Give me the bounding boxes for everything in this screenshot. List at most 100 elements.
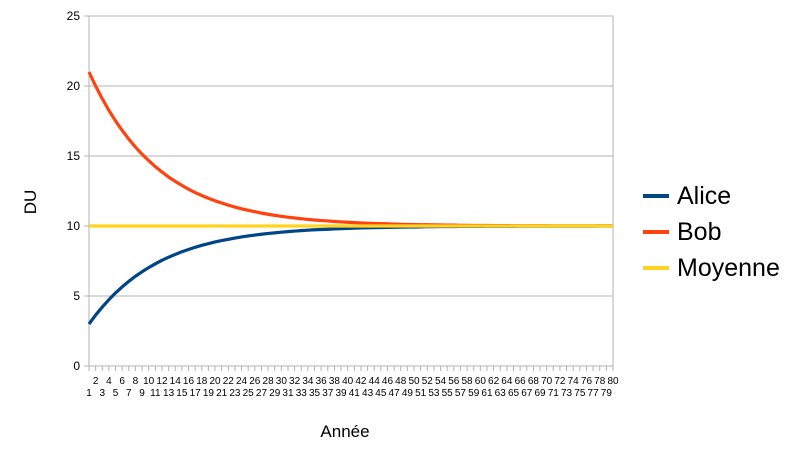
x-tick-label: 16 <box>183 376 195 387</box>
legend-label-alice: Alice <box>677 181 732 210</box>
x-tick-label: 38 <box>329 376 341 387</box>
series-line-alice <box>87 224 613 325</box>
y-tick-label: 25 <box>67 9 81 23</box>
x-tick-label: 2 <box>93 376 99 387</box>
x-tick-label: 48 <box>395 376 407 387</box>
x-tick-label: 78 <box>594 376 606 387</box>
x-tick-label: 34 <box>302 376 314 387</box>
legend-item-alice: Alice <box>643 178 780 214</box>
x-tick-label: 13 <box>163 388 175 399</box>
x-tick-label: 59 <box>468 388 480 399</box>
x-tick-label: 49 <box>402 388 414 399</box>
x-tick-label: 80 <box>607 376 619 387</box>
x-tick-label: 28 <box>263 376 275 387</box>
x-tick-label: 27 <box>256 388 268 399</box>
x-tick-label: 58 <box>462 376 474 387</box>
x-tick-label: 69 <box>534 388 546 399</box>
x-tick-label: 66 <box>515 376 527 387</box>
x-tick-label: 1 <box>86 388 92 399</box>
x-tick-label: 56 <box>448 376 460 387</box>
x-tick-label: 9 <box>139 388 145 399</box>
x-tick-label: 31 <box>282 388 294 399</box>
y-tick-label: 20 <box>67 79 81 93</box>
x-tick-label: 17 <box>190 388 202 399</box>
x-tick-label: 29 <box>269 388 281 399</box>
y-axis-title: DU <box>21 189 40 215</box>
x-tick-label: 44 <box>369 376 381 387</box>
x-tick-label: 7 <box>126 388 132 399</box>
x-tick-label: 72 <box>554 376 566 387</box>
x-tick-label: 21 <box>216 388 228 399</box>
x-tick-label: 22 <box>223 376 235 387</box>
x-tick-label: 52 <box>422 376 434 387</box>
y-tick-label: 15 <box>67 149 81 163</box>
x-tick-label: 53 <box>428 388 440 399</box>
x-tick-label: 4 <box>106 376 112 387</box>
x-tick-label: 36 <box>316 376 328 387</box>
y-tick-label: 0 <box>73 359 80 373</box>
x-tick-label: 40 <box>342 376 354 387</box>
x-tick-label: 35 <box>309 388 321 399</box>
x-tick-label: 50 <box>408 376 420 387</box>
x-tick-label: 74 <box>568 376 580 387</box>
x-tick-label: 8 <box>133 376 139 387</box>
x-tick-label: 65 <box>508 388 520 399</box>
x-tick-label: 77 <box>588 388 600 399</box>
x-tick-label: 70 <box>541 376 553 387</box>
x-tick-label: 46 <box>382 376 394 387</box>
x-tick-label: 33 <box>296 388 308 399</box>
x-tick-label: 54 <box>435 376 447 387</box>
x-tick-label: 15 <box>176 388 188 399</box>
x-tick-label: 60 <box>475 376 487 387</box>
plot-border <box>88 15 614 367</box>
x-tick-label: 23 <box>229 388 241 399</box>
bob-line-swatch-icon <box>643 230 669 234</box>
x-tick-label: 55 <box>442 388 454 399</box>
x-tick-label: 51 <box>415 388 427 399</box>
x-tick-label: 18 <box>196 376 208 387</box>
x-tick-label: 62 <box>488 376 500 387</box>
legend-item-moyenne: Moyenne <box>643 250 780 286</box>
x-tick-label: 10 <box>143 376 155 387</box>
x-tick-label: 63 <box>495 388 507 399</box>
x-tick-label: 71 <box>548 388 560 399</box>
x-tick-label: 68 <box>528 376 540 387</box>
x-tick-label: 37 <box>322 388 334 399</box>
legend-label-bob: Bob <box>677 217 722 246</box>
x-tick-label: 6 <box>119 376 125 387</box>
x-tick-label: 11 <box>150 388 161 399</box>
x-tick-label: 14 <box>170 376 182 387</box>
x-tick-label: 30 <box>276 376 288 387</box>
x-tick-label: 39 <box>335 388 347 399</box>
x-tick-label: 19 <box>203 388 215 399</box>
legend: Alice Bob Moyenne <box>643 178 780 286</box>
x-tick-label: 67 <box>521 388 533 399</box>
x-tick-label: 61 <box>481 388 493 399</box>
legend-item-bob: Bob <box>643 214 780 250</box>
legend-label-moyenne: Moyenne <box>677 253 780 282</box>
x-tick-label: 3 <box>99 388 105 399</box>
x-tick-label: 75 <box>574 388 586 399</box>
x-tick-label: 41 <box>349 388 361 399</box>
x-tick-label: 5 <box>113 388 119 399</box>
x-tick-label: 79 <box>601 388 613 399</box>
x-tick-label: 42 <box>355 376 367 387</box>
x-tick-label: 64 <box>501 376 513 387</box>
x-tick-label: 20 <box>209 376 221 387</box>
x-tick-label: 57 <box>455 388 467 399</box>
x-axis-title: Année <box>320 422 370 441</box>
x-tick-label: 76 <box>581 376 593 387</box>
x-tick-label: 32 <box>289 376 301 387</box>
x-tick-label: 73 <box>561 388 573 399</box>
x-tick-label: 12 <box>156 376 168 387</box>
x-tick-label: 47 <box>389 388 401 399</box>
y-tick-label: 10 <box>67 219 81 233</box>
x-tick-label: 25 <box>243 388 255 399</box>
x-tick-label: 45 <box>375 388 387 399</box>
x-tick-label: 24 <box>236 376 248 387</box>
x-tick-label: 43 <box>362 388 374 399</box>
alice-line-swatch-icon <box>643 194 669 198</box>
moyenne-line-swatch-icon <box>643 266 669 270</box>
